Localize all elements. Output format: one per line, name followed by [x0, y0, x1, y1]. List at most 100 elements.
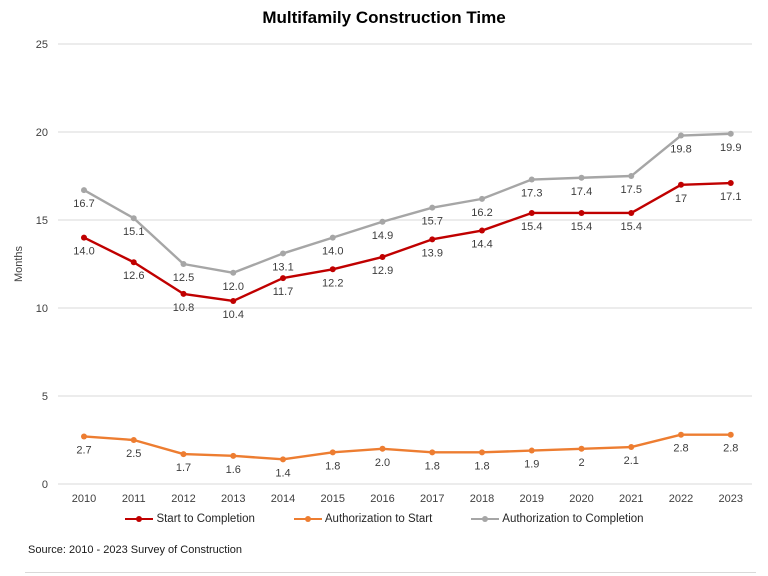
series-line: [83, 132, 731, 275]
data-label: 15.4: [521, 221, 542, 233]
data-label: 2.8: [673, 443, 688, 455]
data-label: 19.8: [670, 144, 691, 156]
data-label: 16.7: [73, 198, 94, 210]
series-line: [83, 181, 731, 303]
data-point-marker: [678, 181, 684, 188]
data-label: 14.0: [73, 246, 94, 258]
data-point-marker: [280, 456, 286, 463]
data-point-marker: [479, 195, 485, 202]
data-point-marker: [81, 433, 87, 440]
chart-title: Multifamily Construction Time: [262, 8, 506, 27]
legend-label: Authorization to Start: [324, 513, 433, 525]
data-point-marker: [578, 445, 585, 452]
source-note: Source: 2010 - 2023 Survey of Constructi…: [28, 544, 243, 556]
data-point-marker: [230, 452, 237, 459]
x-tick-label: 2011: [122, 493, 146, 505]
data-point-marker: [379, 445, 386, 452]
data-point-marker: [379, 253, 386, 260]
data-point-marker: [678, 132, 684, 139]
y-tick-label: 10: [36, 303, 48, 315]
x-tick-label: 2016: [370, 493, 394, 505]
data-point-marker: [180, 290, 187, 297]
data-label: 19.9: [720, 142, 741, 154]
data-point-marker: [230, 269, 237, 276]
x-tick-label: 2021: [619, 493, 643, 505]
data-label: 13.1: [272, 261, 293, 273]
data-label: 17.3: [521, 188, 542, 200]
data-label: 2.5: [126, 448, 141, 460]
data-label: 12.0: [223, 281, 244, 293]
legend-marker-icon: [125, 516, 154, 522]
data-label: 1.6: [226, 464, 241, 476]
chart-canvas: 0 5 10 15 20 25 Months 2010 2011 2012 2013 2014 2015…: [13, 39, 752, 505]
data-point-marker: [578, 174, 585, 181]
data-point-marker: [727, 180, 734, 187]
data-point-marker: [81, 234, 87, 241]
data-point-marker: [329, 449, 336, 456]
data-point-marker: [180, 451, 187, 458]
data-point-marker: [280, 275, 286, 282]
data-point-marker: [479, 449, 485, 456]
data-label: 15.1: [123, 226, 144, 238]
data-label: 2.0: [375, 457, 390, 469]
data-label: 12.6: [123, 270, 144, 282]
data-point-marker: [628, 173, 635, 179]
data-label: 16.2: [471, 207, 492, 219]
legend-item: Start to Completion: [124, 513, 255, 525]
data-label: 17.4: [571, 186, 592, 198]
data-point-marker: [81, 187, 87, 194]
legend-label: Authorization to Completion: [502, 513, 644, 525]
x-tick-label: 2022: [669, 493, 693, 505]
data-label: 15.7: [422, 216, 443, 228]
data-point-marker: [528, 447, 535, 454]
y-axis-title: Months: [13, 245, 25, 282]
chart-legend: Start to Completion Authorization to Star…: [0, 513, 768, 525]
data-point-marker: [678, 431, 684, 438]
data-point-marker: [329, 266, 336, 273]
data-point-marker: [727, 130, 734, 137]
data-label: 15.4: [571, 221, 592, 233]
data-label: 1.7: [176, 462, 191, 474]
data-point-marker: [528, 209, 535, 216]
data-point-marker: [130, 437, 137, 443]
data-point-marker: [429, 236, 436, 243]
data-label: 12.5: [173, 272, 194, 284]
data-label: 11.7: [273, 286, 294, 298]
data-label: 14.0: [322, 246, 343, 258]
x-tick-label: 2018: [470, 493, 494, 505]
data-label: 2: [578, 457, 584, 469]
data-label: 12.2: [322, 277, 343, 289]
data-point-marker: [230, 297, 237, 304]
data-point-marker: [130, 215, 137, 222]
data-label: 2.1: [624, 455, 639, 467]
data-point-marker: [628, 444, 635, 451]
data-point-marker: [528, 176, 535, 183]
legend-marker-icon: [471, 516, 500, 522]
data-point-marker: [180, 261, 187, 267]
data-label: 1.9: [524, 459, 539, 471]
data-point-marker: [130, 259, 137, 266]
data-point-marker: [578, 209, 585, 216]
data-point-marker: [429, 449, 436, 456]
x-tick-label: 2023: [719, 493, 743, 505]
data-point-marker: [379, 218, 386, 225]
data-label: 13.9: [422, 247, 443, 259]
legend-item: Authorization to Completion: [470, 513, 644, 525]
legend-item: Authorization to Start: [293, 513, 432, 525]
legend-label: Start to Completion: [156, 513, 255, 525]
data-label: 15.4: [621, 221, 642, 233]
data-label: 1.8: [474, 460, 489, 472]
data-point-marker: [280, 250, 286, 257]
x-tick-label: 2014: [271, 493, 295, 505]
bottom-divider: [25, 572, 756, 573]
x-tick-label: 2017: [420, 493, 444, 505]
series-line: [83, 433, 731, 461]
data-point-marker: [329, 234, 336, 241]
x-tick-label: 2020: [569, 493, 593, 505]
y-tick-label: 15: [36, 215, 48, 227]
data-label: 1.4: [275, 467, 290, 479]
data-label: 17.1: [720, 191, 741, 203]
x-tick-label: 2013: [221, 493, 245, 505]
data-label: 14.4: [471, 239, 492, 251]
